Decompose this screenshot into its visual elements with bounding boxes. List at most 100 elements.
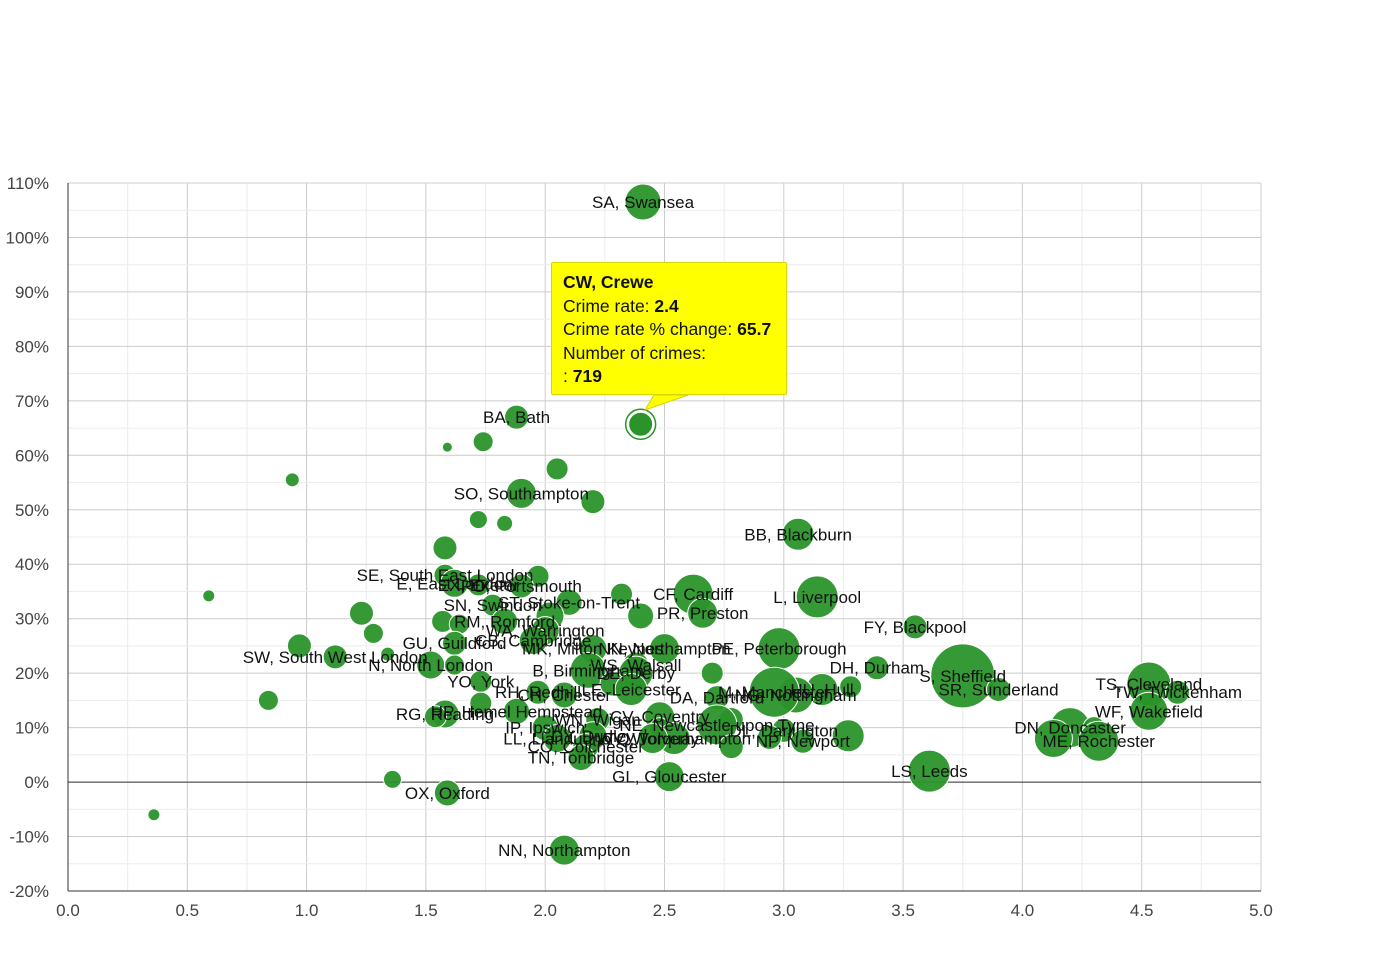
bubble-label: CB, Cambridge (475, 631, 591, 650)
bubble-point (545, 457, 569, 481)
bubble-label: PE, Peterborough (711, 640, 846, 659)
bubble-label: M, Manchester (718, 683, 831, 702)
bubble-label: NN, Northampton (598, 640, 730, 659)
y-tick-label: 50% (15, 501, 49, 520)
tooltip-count-label: Number of crimes: (563, 342, 706, 363)
bubble-label: ME, Rochester (1043, 732, 1156, 751)
bubble-point (380, 646, 396, 662)
bubble-point (472, 431, 494, 453)
bubble-point (550, 681, 578, 709)
bubble-point (649, 633, 680, 665)
bubble-point (322, 644, 348, 670)
bubble-label: LE, Leicester (581, 680, 681, 699)
tooltip-count-row: : 719 (563, 365, 775, 389)
tooltip-change-value: 65.7 (737, 319, 772, 339)
bubble-point (624, 183, 662, 221)
bubble-label: TQ, Torquay (606, 730, 700, 749)
bubble-point (382, 769, 402, 789)
bubble-point (637, 723, 669, 755)
x-tick-label: 1.5 (414, 901, 438, 920)
x-tick-label: 0.5 (175, 901, 199, 920)
tooltip-rate-value: 2.4 (654, 295, 679, 316)
tooltip: CW, Crewe Crime rate: 2.4 Crime rate % c… (551, 262, 787, 395)
y-tick-label: 100% (6, 228, 49, 247)
bubble-label: SO, Southampton (454, 484, 589, 503)
bubble-label: DH, Durham (830, 659, 924, 678)
bubble-point (496, 514, 514, 532)
bubble-label: CO, Colchester (528, 738, 645, 757)
bubble-label: GL, Gloucester (612, 768, 727, 787)
bubble-label: DN, Doncaster (1014, 719, 1126, 738)
bubble-label: N, North London (368, 656, 493, 675)
highlight-ring (624, 408, 657, 441)
bubble-point (444, 654, 466, 676)
bubble-label: CH, Chester (518, 686, 612, 705)
tooltip-change-label: Crime rate % change: (563, 319, 733, 339)
bubble-label: HP, Hemel Hempstead (431, 702, 603, 721)
bubble-label: HU, Hull (790, 680, 853, 699)
tooltip-rate-row: Crime rate: 2.4 (563, 295, 775, 319)
tooltip-change-row: Crime rate % change: 65.7 (563, 318, 775, 342)
bubble-point (518, 625, 548, 655)
bubble-point (505, 477, 537, 509)
y-tick-label: -20% (9, 882, 49, 901)
bubble-label: B, Birmingham (532, 661, 643, 680)
bubble-point (257, 689, 279, 711)
x-tick-label: 1.0 (295, 901, 319, 920)
bubble-point (1164, 679, 1190, 705)
x-tick-label: 0.0 (56, 901, 80, 920)
tooltip-count-value: 719 (572, 366, 602, 386)
bubble-label: ST, Stoke-on-Trent (498, 593, 640, 612)
highlight-bubble (628, 411, 654, 437)
x-tick-label: 3.0 (772, 901, 796, 920)
y-tick-label: -10% (9, 828, 49, 847)
bubble-point (653, 761, 685, 793)
bubble-point (1078, 720, 1120, 762)
y-tick-label: 0% (24, 773, 49, 792)
bubble-point (433, 779, 461, 807)
bubble-label: SW, South West London (243, 648, 428, 667)
bubble-point (700, 661, 724, 685)
bubble-point (930, 643, 996, 709)
bubble-label: LS, Leeds (891, 762, 968, 781)
bubble-point (423, 705, 447, 729)
y-tick-label: 110% (7, 174, 49, 193)
bubble-point (202, 589, 216, 603)
tooltip-title: CW, Crewe (563, 272, 654, 292)
bubble-label: WN, Wigan (555, 710, 641, 729)
tooltip-rate-label: Crime rate: (563, 295, 650, 316)
bubble-point (508, 573, 534, 599)
bubble-label: RG, Reading (396, 705, 494, 724)
bubble-label: RM, Romford (454, 612, 555, 631)
bubble-label: L, Liverpool (773, 588, 861, 607)
bubble-point (469, 691, 493, 715)
x-tick-label: 2.5 (653, 901, 677, 920)
bubble-label: WA, Warrington (486, 622, 605, 641)
bubble-point (902, 614, 928, 640)
bubble-point (687, 597, 719, 629)
bubble-label: FY, Blackpool (864, 618, 967, 637)
bubble-point (466, 573, 490, 597)
y-tick-label: 60% (15, 446, 49, 465)
y-tick-label: 90% (15, 283, 49, 302)
bubble-point (864, 655, 890, 681)
bubble-label: GU, Guildford (403, 634, 507, 653)
bubble-point (491, 607, 519, 635)
bubble-point (468, 510, 488, 530)
bubble-label: EX, Exeter (438, 576, 520, 595)
bubble-point (569, 651, 607, 689)
bubble-label: IP, Ipswich (505, 719, 585, 738)
bubble-label: LL, Llandudno (503, 730, 611, 749)
bubble-label: BA, Bath (483, 408, 550, 427)
y-tick-label: 40% (15, 555, 49, 574)
x-tick-label: 4.5 (1130, 901, 1154, 920)
bubble-point (610, 582, 634, 606)
bubble-point (580, 489, 606, 515)
bubble-label: TS, Cleveland (1095, 675, 1202, 694)
bubble-label: DA, Dartford (670, 689, 764, 708)
bubble-label: MK, Milton Keynes (522, 640, 664, 659)
bubble-point (504, 404, 530, 430)
bubble-label: E, East London (396, 574, 512, 593)
